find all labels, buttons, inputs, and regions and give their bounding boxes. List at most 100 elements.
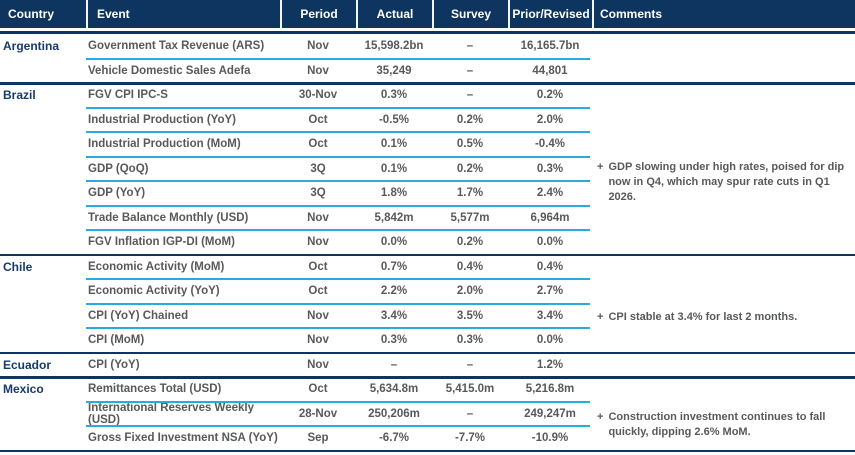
period-cell: 3Q: [310, 187, 326, 200]
event-cell: Economic Activity (MoM): [88, 260, 225, 273]
event-cell: FGV Inflation IGP-DI (MoM): [88, 236, 235, 249]
survey-cell: –: [466, 64, 474, 77]
actual-cell: -6.7%: [378, 432, 410, 445]
actual-cell: 5,842m: [374, 211, 414, 224]
actual-cell: 5,634.8m: [369, 383, 419, 396]
survey-cell: 3.5%: [456, 309, 484, 322]
actual-cell: 15,598.2bn: [364, 40, 424, 53]
country-label: Mexico: [3, 382, 44, 397]
table-row: FGV Inflation IGP-DI (MoM) Nov 0.0% 0.2%…: [0, 229, 855, 255]
survey-cell: 0.5%: [456, 138, 484, 151]
country-group-mexico: Mexico Remittances Total (USD) Oct 5,634…: [0, 377, 855, 452]
prior-cell: 44,801: [532, 64, 568, 77]
actual-cell: 0.0%: [380, 236, 408, 249]
survey-cell: 1.7%: [456, 187, 484, 200]
actual-cell: 2.2%: [380, 285, 408, 298]
actual-cell: 250,206m: [368, 407, 420, 420]
prior-cell: 0.2%: [536, 89, 564, 102]
actual-cell: 1.8%: [380, 187, 408, 200]
column-header-prior-revised: Prior/Revised: [508, 0, 592, 28]
table-row: Trade Balance Monthly (USD) Nov 5,842m 5…: [0, 204, 855, 231]
actual-cell: 0.7%: [380, 260, 408, 273]
actual-cell: 0.1%: [380, 138, 408, 151]
period-cell: Nov: [307, 64, 329, 77]
comment-bullet: +: [597, 411, 604, 423]
period-cell: Oct: [308, 260, 328, 273]
table-row: Mexico Remittances Total (USD) Oct 5,634…: [0, 377, 855, 402]
period-cell: Nov: [307, 358, 329, 371]
country-group-brazil: Brazil FGV CPI IPC-S 30-Nov 0.3% – 0.2% …: [0, 83, 855, 256]
event-cell: Economic Activity (YoY): [88, 285, 220, 298]
event-cell: Industrial Production (YoY): [88, 113, 237, 126]
table-header: Country Event Period Actual Survey Prior…: [0, 0, 855, 28]
actual-cell: -0.5%: [378, 113, 410, 126]
comment-mexico-construction: + Construction investment continues to f…: [597, 410, 847, 440]
country-label: Argentina: [3, 39, 60, 54]
period-cell: Sep: [307, 432, 329, 445]
survey-cell: 0.2%: [456, 162, 484, 175]
prior-cell: 1.2%: [536, 358, 564, 371]
survey-cell: –: [466, 40, 474, 53]
prior-cell: 2.4%: [536, 187, 564, 200]
survey-cell: -7.7%: [454, 432, 486, 445]
period-cell: Oct: [308, 285, 328, 298]
comment-text: CPI stable at 3.4% for last 2 months.: [608, 311, 798, 323]
table-row: CPI (MoM) Nov 0.3% 0.3% 0.0%: [0, 327, 855, 353]
survey-cell: 2.0%: [456, 285, 484, 298]
header-divider-rule: [0, 31, 855, 34]
period-cell: Oct: [308, 383, 328, 396]
table-row: CPI (YoY) Chained Nov 3.4% 3.5% 3.4%: [0, 302, 855, 329]
event-cell: Remittances Total (USD): [88, 383, 222, 396]
country-group-argentina: Argentina Government Tax Revenue (ARS) N…: [0, 34, 855, 85]
period-cell: Nov: [307, 236, 329, 249]
period-cell: Nov: [307, 40, 329, 53]
country-group-chile: Chile Economic Activity (MoM) Oct 0.7% 0…: [0, 255, 855, 354]
country-label: Ecuador: [3, 357, 52, 372]
event-cell: Gross Fixed Investment NSA (YoY): [88, 432, 278, 445]
comment-bullet: +: [597, 161, 604, 173]
table-row: Argentina Government Tax Revenue (ARS) N…: [0, 34, 855, 59]
country-label: Chile: [3, 259, 33, 274]
table-row: Chile Economic Activity (MoM) Oct 0.7% 0…: [0, 255, 855, 280]
comment-text: Construction investment continues to fal…: [608, 411, 826, 438]
survey-cell: 0.4%: [456, 260, 484, 273]
period-cell: Nov: [307, 211, 329, 224]
column-header-comments: Comments: [592, 0, 855, 28]
survey-cell: –: [466, 89, 474, 102]
country-label: Brazil: [3, 88, 36, 103]
prior-cell: 2.7%: [536, 285, 564, 298]
period-cell: 30-Nov: [298, 89, 338, 102]
event-cell: CPI (YoY): [88, 358, 140, 371]
event-cell: GDP (QoQ): [88, 162, 149, 175]
event-cell: FGV CPI IPC-S: [88, 89, 168, 102]
period-cell: Nov: [307, 334, 329, 347]
survey-cell: –: [466, 358, 474, 371]
table-body: Argentina Government Tax Revenue (ARS) N…: [0, 34, 855, 452]
table-row: Industrial Production (MoM) Oct 0.1% 0.5…: [0, 131, 855, 157]
table-row: Vehicle Domestic Sales Adefa Nov 35,249 …: [0, 57, 855, 84]
event-cell: CPI (YoY) Chained: [88, 309, 189, 322]
prior-cell: 3.4%: [536, 309, 564, 322]
prior-cell: 0.4%: [536, 260, 564, 273]
prior-cell: 16,165.7bn: [520, 40, 580, 53]
prior-cell: 0.0%: [536, 334, 564, 347]
column-header-actual: Actual: [356, 0, 432, 28]
comment-text: GDP slowing under high rates, poised for…: [608, 161, 845, 203]
table-row: Economic Activity (YoY) Oct 2.2% 2.0% 2.…: [0, 278, 855, 304]
event-cell: Vehicle Domestic Sales Adefa: [88, 64, 251, 77]
survey-cell: 0.3%: [456, 334, 484, 347]
actual-cell: 35,249: [376, 64, 412, 77]
comment-bullet: +: [597, 311, 604, 323]
table-row: Ecuador CPI (YoY) Nov – – 1.2%: [0, 353, 855, 378]
actual-cell: 0.1%: [380, 162, 408, 175]
prior-cell: 0.3%: [536, 162, 564, 175]
period-cell: Oct: [308, 138, 328, 151]
period-cell: Oct: [308, 113, 328, 126]
prior-cell: 0.0%: [536, 236, 564, 249]
prior-cell: 2.0%: [536, 113, 564, 126]
event-cell: Trade Balance Monthly (USD): [88, 211, 249, 224]
table-row: Brazil FGV CPI IPC-S 30-Nov 0.3% – 0.2%: [0, 83, 855, 108]
survey-cell: 0.2%: [456, 236, 484, 249]
event-cell: GDP (YoY): [88, 187, 146, 200]
